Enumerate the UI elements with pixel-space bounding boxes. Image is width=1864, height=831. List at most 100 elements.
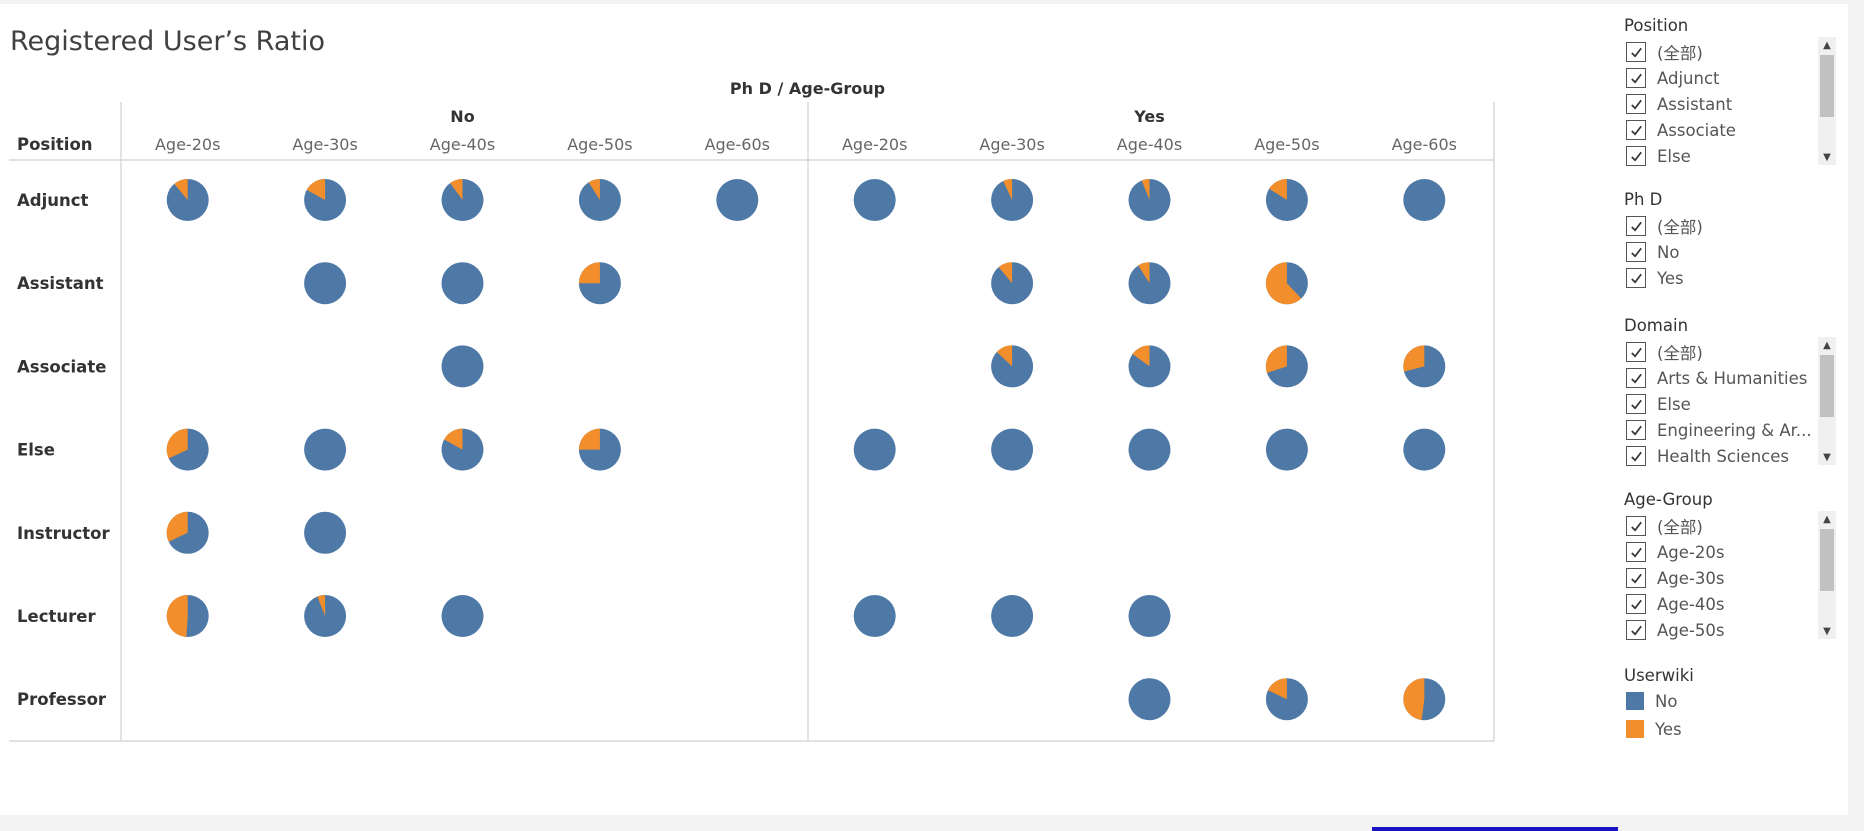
filter-item[interactable]: No [1626,239,1834,265]
filter-item[interactable]: (全部) [1626,39,1834,65]
filter-item[interactable]: (全部) [1626,339,1834,365]
scroll-down-icon[interactable]: ▼ [1823,451,1831,463]
filter-item[interactable]: Yes [1626,265,1834,291]
filter-item[interactable]: Age-20s [1626,539,1834,565]
filter-item-label: Associate [1657,120,1736,140]
age-group-tick-label: Age-40s [1117,135,1182,154]
filter-item[interactable]: Engineering & Ar... [1626,417,1834,443]
checkbox-checked-icon[interactable] [1626,146,1646,166]
pie-slice-yes [166,428,188,459]
legend-title: Userwiki [1624,666,1694,685]
filter-item[interactable]: (全部) [1626,513,1834,539]
filter-item[interactable]: (全部) [1626,213,1834,239]
pie-slice-no [441,262,484,305]
filter-item-label: Age-40s [1657,594,1725,614]
row-label: Lecturer [17,607,96,626]
pie-matrix-chart: Ph D / Age-Group No Yes Age-20s Age-30s Age-4… [9,79,1495,742]
age-group-tick-label: Age-30s [979,135,1044,154]
scroll-up-icon[interactable]: ▲ [1823,339,1831,351]
filter-list: (全部) Adjunct Assistant Associate Else [1622,37,1834,167]
filter-item[interactable]: Age-40s [1626,591,1834,617]
filter-item-label: No [1657,242,1680,262]
pie-slice-yes [1132,345,1150,367]
filter-item-label: Age-20s [1657,542,1725,562]
checkbox-checked-icon[interactable] [1626,68,1646,88]
pie-slice-yes [306,179,326,200]
checkbox-checked-icon[interactable] [1626,268,1646,288]
checkbox-checked-icon[interactable] [1626,516,1646,536]
checkbox-checked-icon[interactable] [1626,620,1646,640]
pie-slice-yes [450,179,463,200]
filter-list: (全部) No Yes [1622,211,1834,293]
checkbox-checked-icon[interactable] [1626,568,1646,588]
filter-item-label: (全部) [1657,44,1703,63]
filter-item[interactable]: Else [1626,143,1834,167]
filter-scrollbar[interactable]: ▲ ▼ [1818,37,1836,165]
pie-slice-yes [1138,262,1150,284]
pie-slice-no [441,345,484,388]
filter-item[interactable]: Arts & Humanities [1626,365,1834,391]
pie-slice-yes [166,594,188,637]
legend-label: No [1655,691,1678,711]
filter-item-label: Age-50s [1657,620,1725,640]
phd-group-label: Yes [1133,107,1165,126]
checkbox-checked-icon[interactable] [1626,368,1646,388]
filter-item[interactable]: Associate [1626,117,1834,143]
filter-item[interactable]: Age-50s [1626,617,1834,641]
filter-item[interactable]: Else [1626,391,1834,417]
filter-item[interactable]: Adjunct [1626,65,1834,91]
legend-swatch-yes [1626,720,1644,738]
pie-slice-yes [1265,345,1287,373]
checkbox-checked-icon[interactable] [1626,242,1646,262]
filter-sidebar: Position (全部) Adjunct Assistant Associate El… [1622,16,1848,816]
age-group-tick-label: Age-30s [292,135,357,154]
checkbox-checked-icon[interactable] [1626,216,1646,236]
row-label: Professor [17,690,107,709]
pie-slice-no [1403,428,1446,471]
filter-item-label: Assistant [1657,94,1733,114]
scroll-down-icon[interactable]: ▼ [1823,151,1831,163]
pie-slice-yes [1403,678,1425,721]
pie-slice-no [304,428,347,471]
pie-slice-no [441,595,484,637]
pie-slice-yes [998,262,1013,284]
legend-item-yes[interactable]: Yes [1626,716,1682,742]
checkbox-checked-icon[interactable] [1626,120,1646,140]
checkbox-checked-icon[interactable] [1626,342,1646,362]
checkbox-checked-icon[interactable] [1626,42,1646,62]
pie-slice-no [1128,428,1171,471]
checkbox-checked-icon[interactable] [1626,542,1646,562]
pie-slice-yes [1267,678,1287,700]
scroll-thumb[interactable] [1820,529,1834,591]
pie-slice-yes [444,428,463,450]
pie-slice-yes [588,179,600,200]
filter-scrollbar[interactable]: ▲ ▼ [1818,337,1836,465]
age-group-tick-label: Age-50s [567,135,632,154]
filter-item[interactable]: Age-30s [1626,565,1834,591]
scroll-down-icon[interactable]: ▼ [1823,625,1831,637]
scroll-thumb[interactable] [1820,355,1834,417]
checkbox-checked-icon[interactable] [1626,394,1646,414]
pie-slice-yes [1265,262,1302,305]
pie-slice-no [1128,595,1171,637]
filter-list: (全部) Age-20s Age-30s Age-40s Age-50s [1622,511,1834,641]
pie-slice-yes [1141,179,1150,200]
pie-slice-yes [996,345,1013,367]
dashboard-panel [0,4,1848,815]
legend-item-no[interactable]: No [1626,688,1677,714]
pie-slice-yes [1003,179,1013,200]
row-label: Else [17,441,55,460]
age-group-tick-label: Age-20s [155,135,220,154]
scroll-up-icon[interactable]: ▲ [1823,39,1831,51]
checkbox-checked-icon[interactable] [1626,94,1646,114]
filter-scrollbar[interactable]: ▲ ▼ [1818,511,1836,639]
scroll-thumb[interactable] [1820,55,1834,117]
checkbox-checked-icon[interactable] [1626,594,1646,614]
filter-item[interactable]: Assistant [1626,91,1834,117]
checkbox-checked-icon[interactable] [1626,446,1646,466]
pie-slice-yes [1269,179,1287,200]
scroll-up-icon[interactable]: ▲ [1823,513,1831,525]
checkbox-checked-icon[interactable] [1626,420,1646,440]
filter-item-label: Else [1657,394,1691,414]
filter-item[interactable]: Health Sciences [1626,443,1834,467]
